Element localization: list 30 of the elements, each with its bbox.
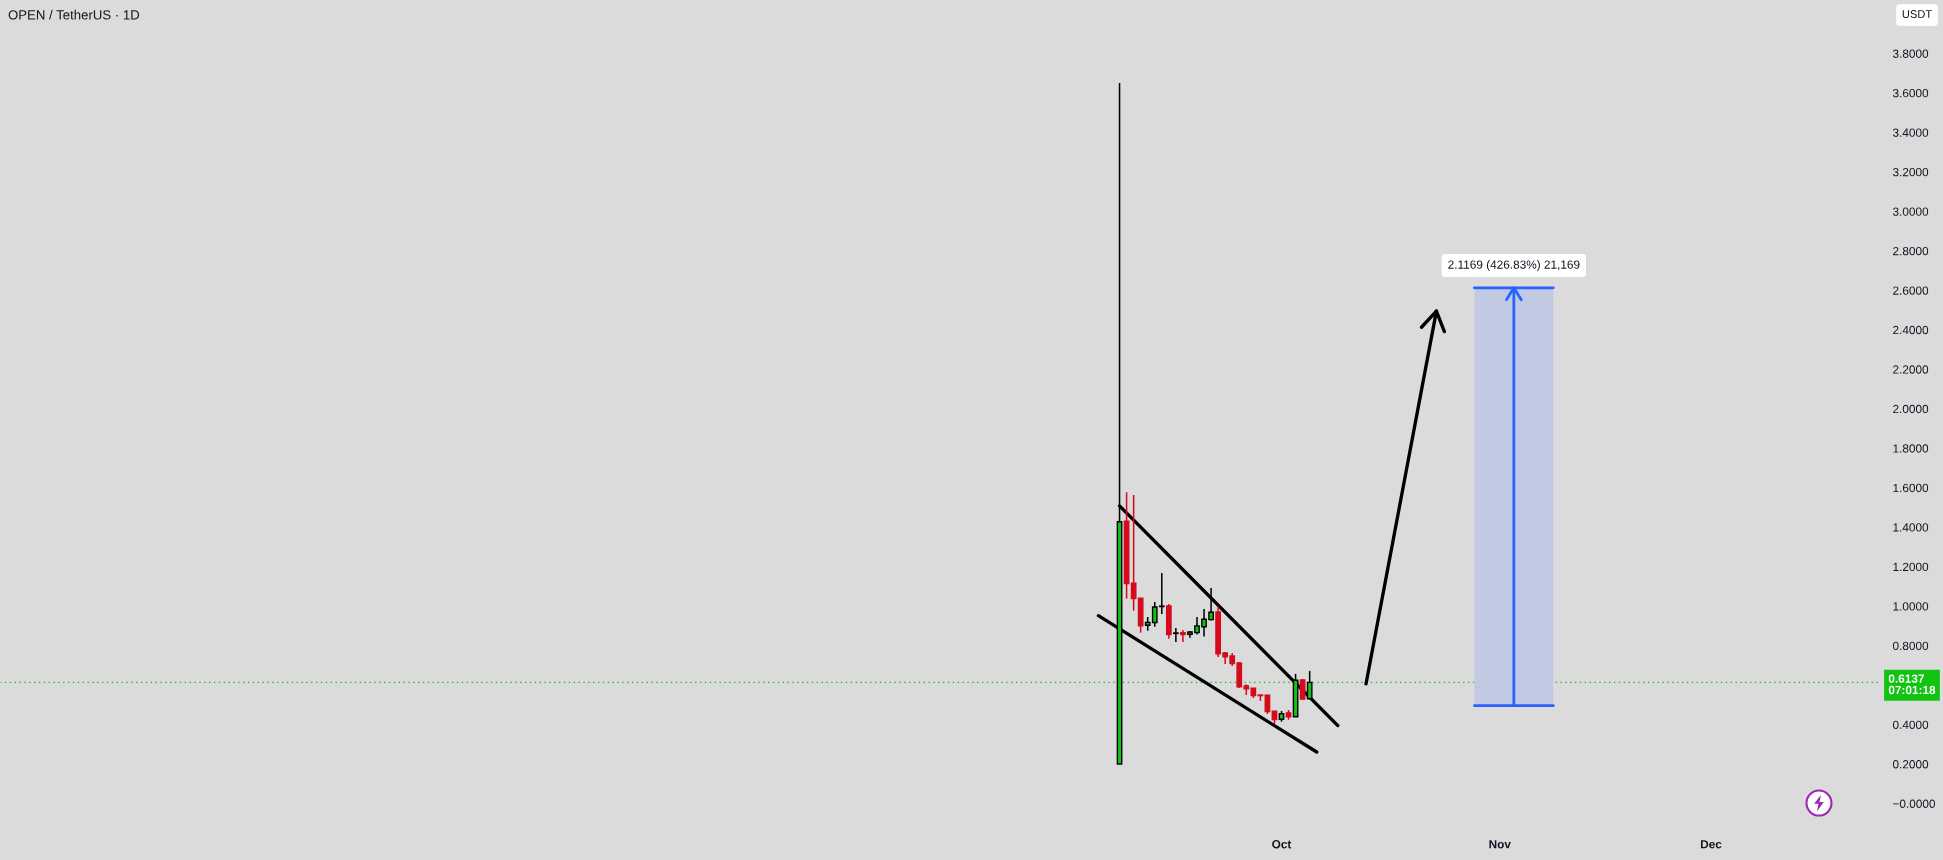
candlestick [1180, 629, 1186, 643]
y-tick-label: 2.8000 [1893, 246, 1929, 256]
candlestick [1173, 627, 1179, 643]
x-tick-label: Oct [1272, 840, 1292, 849]
y-tick-label: 3.2000 [1892, 167, 1929, 177]
y-tick-label: 3.0000 [1892, 207, 1929, 216]
y-tick-label: 2.6000 [1893, 286, 1929, 295]
y-tick-label: 2.2000 [1893, 365, 1929, 374]
annotation: 2.1169 (426.83%) 21,169 [1448, 260, 1580, 272]
y-tick-label: 0.2000 [1892, 760, 1929, 769]
y-tick-label: 2.4000 [1893, 325, 1929, 335]
y-tick-label: 1.4000 [1893, 523, 1929, 532]
text: OPEN / TetherUS · 1D [8, 9, 140, 20]
y-axis-title: USDT [1902, 10, 1932, 18]
y-tick-label: 3.6000 [1892, 89, 1929, 98]
candlestick [1299, 678, 1306, 701]
y-tick-label: 1.6000 [1893, 483, 1929, 493]
y-tick-label: 1.2000 [1893, 562, 1929, 572]
y-tick-label: 0.4000 [1892, 720, 1929, 729]
y-tick-label: 3.4000 [1892, 128, 1929, 137]
y-tick-label: 3.8000 [1892, 49, 1929, 58]
y-tick-label: 1.0000 [1893, 602, 1929, 611]
ref-line-label: 0.6137 07:01:18 [1888, 674, 1936, 695]
y-tick-label: −0.0000 [1893, 799, 1936, 808]
x-tick-label: Dec [1700, 840, 1722, 849]
candlestick [1264, 694, 1271, 715]
y-tick-label: 2.0000 [1893, 404, 1929, 414]
y-tick-label: 1.8000 [1893, 444, 1929, 453]
y-tick-label: 0.8000 [1892, 641, 1929, 651]
x-tick-label: Nov [1489, 840, 1511, 849]
